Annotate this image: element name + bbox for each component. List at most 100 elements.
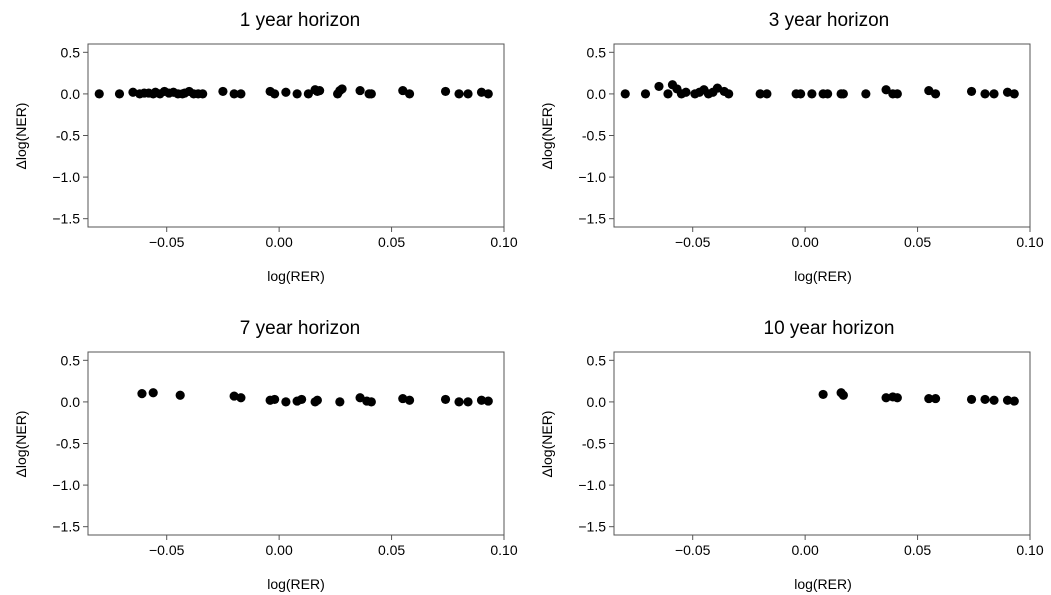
data-point: [1002, 395, 1013, 405]
x-tick-label: 0.05: [904, 542, 931, 558]
y-tick-label: -0.5: [56, 128, 80, 144]
data-point: [355, 85, 365, 96]
y-tick-label: −1.5: [52, 519, 80, 535]
y-tick-label: 0.5: [61, 44, 81, 60]
data-point: [924, 393, 934, 404]
x-axis-label: log(RER): [794, 576, 852, 592]
data-point: [236, 89, 246, 99]
data-point: [838, 390, 848, 400]
data-point: [724, 89, 734, 99]
panel-1-year: 1 year horizon log(RER) Δlog(NER) −0.05 0…: [13, 10, 518, 284]
data-point: [930, 393, 941, 404]
data-point: [966, 394, 977, 405]
data-point: [454, 89, 464, 99]
scatter-points: [818, 388, 1019, 406]
y-tick-label: 0.0: [61, 394, 81, 410]
data-point: [148, 388, 158, 398]
data-point: [404, 89, 415, 99]
y-axis-label: Δlog(NER): [13, 411, 29, 478]
y-tick-label: 0.0: [61, 86, 81, 102]
data-point: [312, 395, 322, 405]
data-point: [335, 397, 345, 407]
x-tick-label: 0.05: [378, 542, 405, 558]
x-tick-label: −0.05: [675, 234, 711, 250]
x-axis-label: log(RER): [267, 268, 325, 284]
data-point: [980, 89, 990, 99]
data-point: [620, 89, 630, 99]
data-point: [114, 89, 125, 99]
data-point: [229, 89, 239, 99]
scatter-points: [94, 84, 493, 99]
data-point: [838, 89, 848, 99]
x-tick-label: −0.05: [149, 234, 185, 250]
x-ticks: −0.05 0.00 0.05 0.10: [675, 227, 1044, 250]
data-point: [654, 81, 664, 92]
data-point: [823, 89, 833, 99]
data-point: [337, 84, 347, 94]
y-tick-label: -0.5: [582, 128, 606, 144]
data-point: [236, 393, 246, 403]
data-point: [892, 393, 902, 403]
x-tick-label: 0.00: [792, 542, 819, 558]
x-tick-label: 0.10: [490, 234, 517, 250]
data-point: [663, 89, 673, 99]
data-point: [440, 86, 451, 97]
data-point: [989, 395, 999, 405]
y-tick-label: −1.0: [578, 169, 606, 185]
panel-3-year: 3 year horizon log(RER) Δlog(NER) −0.05 0…: [539, 10, 1044, 284]
y-tick-label: 0.0: [587, 394, 607, 410]
data-point: [463, 89, 473, 99]
data-point: [930, 89, 941, 99]
data-point: [892, 89, 902, 99]
data-point: [762, 89, 772, 99]
data-point: [483, 396, 493, 406]
panel-7-year: 7 year horizon log(RER) Δlog(NER) −0.05 0…: [13, 318, 518, 592]
y-tick-label: −1.0: [52, 169, 80, 185]
x-ticks: −0.05 0.00 0.05 0.10: [149, 535, 518, 558]
y-tick-label: −1.5: [578, 519, 606, 535]
y-tick-label: −1.0: [578, 477, 606, 493]
y-tick-label: 0.5: [587, 44, 607, 60]
x-axis-label: log(RER): [267, 576, 325, 592]
y-ticks: 0.5 0.0 -0.5 −1.0 −1.5: [52, 44, 88, 227]
x-tick-label: 0.10: [1016, 234, 1043, 250]
data-point: [297, 394, 307, 405]
data-point: [980, 394, 990, 405]
x-tick-label: −0.05: [675, 542, 711, 558]
data-point: [796, 89, 806, 99]
data-point: [989, 89, 999, 99]
y-tick-label: -0.5: [582, 436, 606, 452]
y-tick-label: 0.5: [61, 352, 81, 368]
data-point: [198, 89, 208, 99]
data-point: [881, 393, 891, 403]
data-point: [454, 397, 464, 407]
data-point: [270, 394, 280, 405]
data-point: [292, 89, 302, 99]
data-point: [1009, 396, 1019, 406]
data-point: [463, 397, 473, 407]
x-ticks: −0.05 0.00 0.05 0.10: [149, 227, 518, 250]
panel-title: 3 year horizon: [769, 10, 889, 31]
x-tick-label: 0.05: [378, 234, 405, 250]
data-point: [807, 89, 817, 99]
x-axis-label: log(RER): [794, 268, 852, 284]
y-axis-label: Δlog(NER): [539, 103, 555, 170]
panel-title: 1 year horizon: [240, 10, 360, 31]
data-point: [483, 89, 493, 99]
data-point: [281, 397, 291, 407]
x-tick-label: −0.05: [149, 542, 185, 558]
data-point: [270, 89, 280, 99]
plot-area: [87, 43, 505, 228]
data-point: [404, 395, 415, 405]
plot-area: [87, 351, 505, 536]
y-axis-label: Δlog(NER): [13, 103, 29, 170]
y-tick-label: 0.5: [587, 352, 607, 368]
data-point: [366, 89, 376, 99]
data-point: [681, 87, 691, 97]
data-point: [315, 85, 325, 96]
data-point: [281, 87, 291, 97]
y-ticks: 0.5 0.0 -0.5 −1.0 −1.5: [578, 44, 614, 227]
scatter-points: [620, 80, 1019, 99]
x-ticks: −0.05 0.00 0.05 0.10: [675, 535, 1044, 558]
